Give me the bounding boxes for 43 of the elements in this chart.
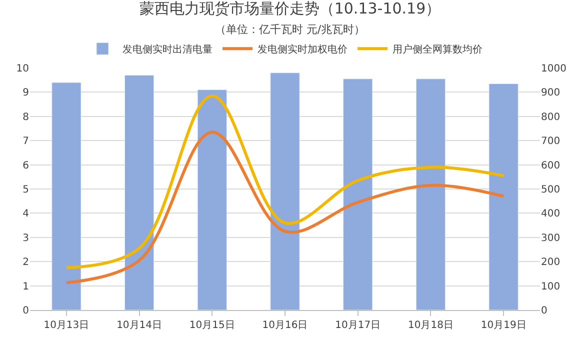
y2-tick-label: 400 bbox=[541, 208, 560, 220]
y-tick-label: 0 bbox=[22, 306, 29, 316]
y-tick-label: 10 bbox=[16, 64, 29, 74]
legend-label: 用户侧全网算数均价 bbox=[392, 44, 482, 56]
y2-tick-label: 600 bbox=[541, 160, 560, 172]
bar bbox=[416, 78, 446, 310]
y-tick-label: 4 bbox=[22, 208, 29, 220]
y-tick-label: 8 bbox=[22, 112, 29, 123]
y-tick-label: 2 bbox=[22, 257, 29, 268]
y-tick-label: 7 bbox=[22, 136, 29, 148]
y2-tick-label: 700 bbox=[541, 136, 560, 148]
x-tick-label: 10月14日 bbox=[116, 320, 162, 331]
y2-tick-label: 1000 bbox=[541, 64, 566, 74]
bar bbox=[197, 90, 227, 310]
y2-tick-label: 800 bbox=[541, 112, 560, 123]
y2-tick-label: 500 bbox=[541, 184, 560, 196]
x-tick-label: 10月16日 bbox=[262, 320, 308, 331]
legend-label: 发电侧实时出清电量 bbox=[122, 44, 212, 56]
y2-tick-label: 100 bbox=[541, 281, 560, 292]
bar bbox=[124, 75, 154, 310]
y2-tick-label: 300 bbox=[541, 232, 560, 244]
bar bbox=[270, 72, 300, 310]
line-series bbox=[64, 130, 506, 284]
bar bbox=[343, 78, 373, 310]
y-tick-label: 3 bbox=[22, 232, 29, 244]
x-tick-label: 10月17日 bbox=[335, 320, 381, 331]
y2-tick-label: 0 bbox=[541, 306, 548, 316]
x-tick-label: 10月18日 bbox=[408, 320, 454, 331]
y-tick-label: 9 bbox=[22, 88, 29, 99]
y2-tick-label: 900 bbox=[541, 88, 560, 99]
x-tick-label: 10月15日 bbox=[189, 320, 235, 331]
bar bbox=[52, 82, 82, 310]
legend-label: 发电侧实时加权电价 bbox=[258, 44, 348, 56]
chart-title: 蒙西电力现货市场量价走势（10.13-10.19） bbox=[139, 0, 441, 18]
y2-tick-label: 200 bbox=[541, 257, 560, 268]
x-tick-label: 10月19日 bbox=[480, 320, 526, 331]
chart-subtitle: （单位：亿千瓦时 元/兆瓦时） bbox=[214, 23, 366, 36]
y-tick-label: 6 bbox=[22, 160, 29, 172]
bar bbox=[488, 83, 518, 310]
y-tick-label: 5 bbox=[22, 184, 29, 196]
line-series bbox=[64, 94, 506, 270]
y-tick-label: 1 bbox=[22, 281, 29, 292]
x-tick-label: 10月13日 bbox=[44, 320, 90, 331]
